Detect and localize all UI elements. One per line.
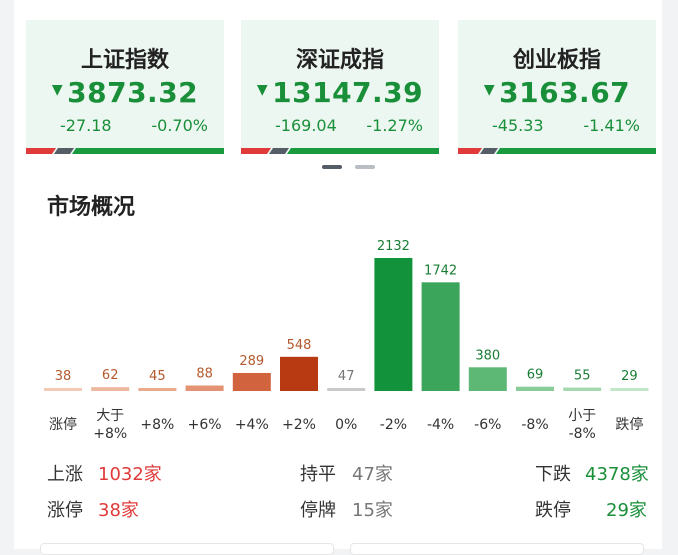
- stat-halt-label: 停牌: [300, 500, 336, 521]
- index-cards: 上证指数 ▼ 3873.32 -27.18 -0.70% 深证成指 ▼ 13147.…: [14, 20, 662, 155]
- index-change: -169.04: [275, 116, 337, 135]
- carousel-dot[interactable]: [355, 165, 375, 169]
- bottom-card[interactable]: [350, 543, 644, 555]
- category-label: -4%: [427, 417, 454, 433]
- bar-value-label: 55: [574, 369, 591, 384]
- bar-value-label: 548: [287, 338, 312, 353]
- category-label: -8%: [569, 426, 596, 442]
- stat-up-label: 上涨: [47, 464, 83, 485]
- bar-0: [44, 388, 82, 391]
- market-stats: 上涨 1032家 持平 47家 下跌 4378家 涨停 38家 停牌 15家 跌…: [0, 455, 678, 525]
- index-card-sh[interactable]: 上证指数 ▼ 3873.32 -27.18 -0.70%: [26, 20, 224, 154]
- bar-value-label: 62: [102, 368, 119, 383]
- bar-8: [421, 282, 460, 391]
- category-label: +8%: [140, 417, 174, 433]
- bar-11: [563, 387, 602, 391]
- bar-5: [280, 356, 318, 391]
- bar-3: [185, 385, 224, 391]
- bar-9: [468, 367, 507, 391]
- carousel-dot-active[interactable]: [322, 165, 342, 169]
- bar-value-label: 29: [621, 369, 638, 384]
- category-label: -8%: [521, 417, 548, 433]
- stat-down-label: 下跌: [535, 464, 571, 485]
- stat-limit-down-label: 跌停: [535, 500, 571, 521]
- index-name: 上证指数: [80, 48, 169, 73]
- index-change: -27.18: [60, 116, 112, 135]
- index-card-cyb[interactable]: 创业板指 ▼ 3163.67 -45.33 -1.41%: [458, 20, 656, 154]
- bar-value-label: 289: [239, 354, 264, 369]
- index-change-pct: -1.27%: [366, 116, 423, 135]
- breadth-bar: [241, 148, 439, 154]
- section-title: 市场概况: [47, 195, 136, 220]
- bar-12: [610, 388, 649, 391]
- bar-1: [91, 387, 130, 391]
- index-card-sz[interactable]: 深证成指 ▼ 13147.39 -169.04 -1.27%: [241, 20, 439, 154]
- stat-halt-value: 15家: [352, 500, 393, 521]
- bar-7: [374, 258, 413, 391]
- index-name: 深证成指: [295, 48, 384, 73]
- category-label: -2%: [380, 417, 407, 433]
- index-name: 创业板指: [512, 48, 601, 73]
- index-change-pct: -1.41%: [583, 116, 640, 135]
- breadth-bar: [458, 148, 656, 154]
- bar-value-label: 38: [55, 369, 72, 384]
- category-label: 跌停: [615, 416, 643, 433]
- bar-value-label: 2132: [377, 239, 410, 254]
- category-label: +4%: [235, 417, 269, 433]
- bar-6: [327, 388, 366, 391]
- stat-down-value: 4378家: [585, 464, 649, 485]
- bar-value-label: 45: [149, 369, 166, 384]
- bar-4: [232, 372, 271, 391]
- index-price: ▼ 3873.32: [51, 76, 199, 109]
- category-label: 大于: [96, 408, 124, 424]
- category-label: 小于: [568, 408, 596, 424]
- bottom-card[interactable]: [40, 543, 334, 555]
- bar-2: [138, 388, 177, 391]
- bar-value-label: 69: [527, 368, 544, 383]
- bar-10: [516, 386, 554, 391]
- category-label: +6%: [188, 417, 222, 433]
- category-label: -6%: [474, 417, 501, 433]
- rise-fall-distribution-chart: 38 涨停 62 大于 +8% 45 +8% 88 +6% 289 +4% 548 +2% 47 0% 213…: [44, 239, 649, 442]
- stat-limit-up-label: 涨停: [47, 500, 83, 521]
- index-price: ▼ 3163.67: [483, 76, 631, 109]
- stat-flat-label: 持平: [300, 464, 336, 485]
- category-label: +2%: [282, 417, 316, 433]
- category-label: +8%: [93, 426, 127, 442]
- stat-up-value: 1032家: [98, 464, 162, 485]
- down-arrow-icon: ▼: [483, 82, 496, 98]
- index-change: -45.33: [492, 116, 544, 135]
- stat-limit-down-value: 29家: [606, 500, 647, 521]
- index-price: ▼ 13147.39: [256, 76, 424, 109]
- breadth-bar: [26, 148, 224, 154]
- down-arrow-icon: ▼: [51, 82, 64, 98]
- stat-flat-value: 47家: [352, 464, 393, 485]
- down-arrow-icon: ▼: [256, 82, 269, 98]
- stat-limit-up-value: 38家: [98, 500, 139, 521]
- bar-value-label: 1742: [424, 263, 457, 278]
- category-label: 0%: [335, 417, 357, 433]
- bar-value-label: 88: [196, 367, 213, 382]
- bar-value-label: 380: [475, 348, 500, 363]
- category-label: 涨停: [49, 416, 77, 433]
- bar-value-label: 47: [338, 369, 355, 384]
- index-change-pct: -0.70%: [151, 116, 208, 135]
